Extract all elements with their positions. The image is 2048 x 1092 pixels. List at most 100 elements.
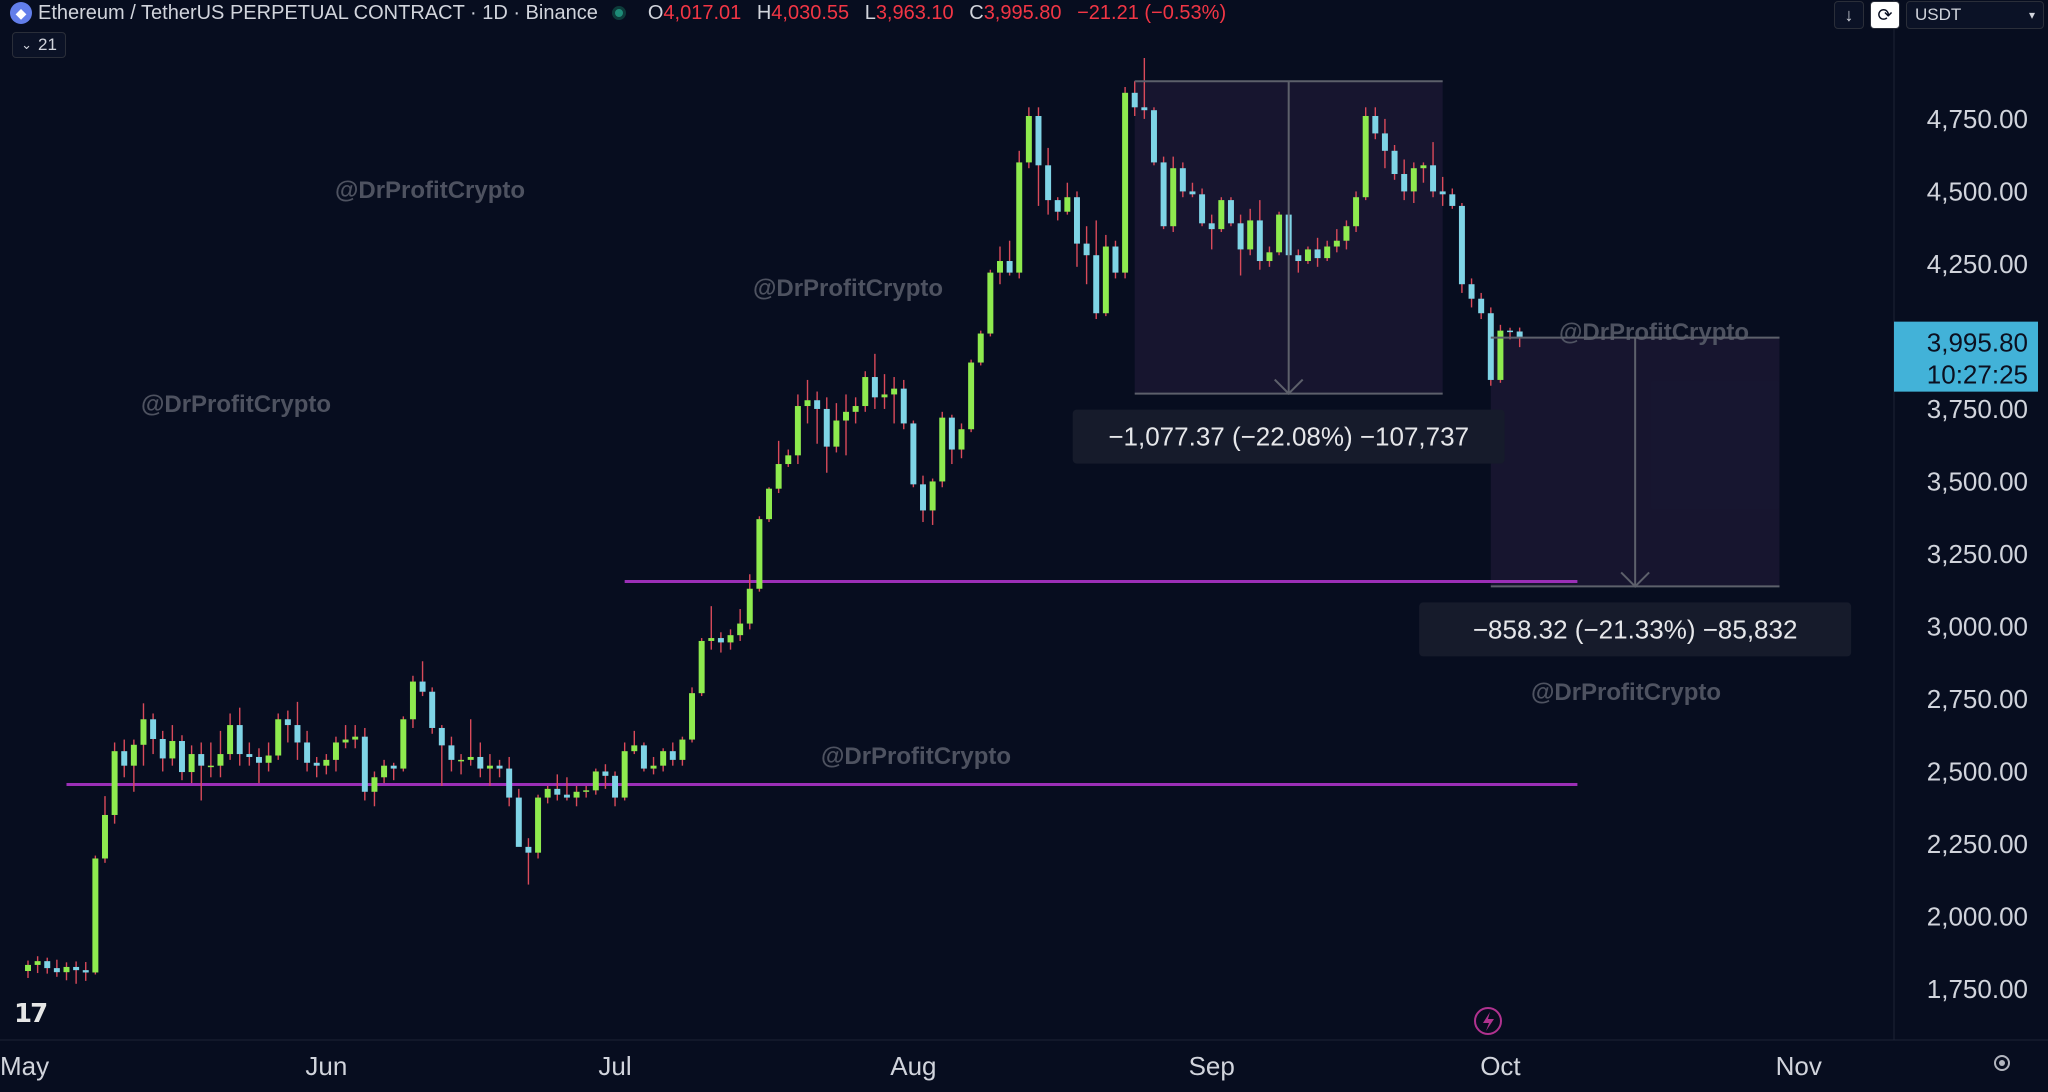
candle[interactable] (679, 736, 686, 766)
candle[interactable] (948, 414, 955, 465)
candle[interactable] (246, 742, 253, 766)
candle[interactable] (25, 960, 31, 978)
candle[interactable] (650, 756, 657, 775)
candle[interactable] (794, 394, 801, 465)
candle[interactable] (342, 725, 349, 749)
candle[interactable] (1122, 87, 1129, 279)
candle[interactable] (1150, 107, 1157, 166)
candle[interactable] (429, 687, 436, 734)
candle[interactable] (843, 394, 849, 456)
candle[interactable] (390, 762, 397, 781)
candle[interactable] (631, 730, 638, 755)
candle[interactable] (939, 411, 946, 488)
candle[interactable] (477, 742, 484, 778)
candle[interactable] (1016, 150, 1023, 279)
candle[interactable] (188, 745, 195, 784)
candle[interactable] (150, 713, 157, 755)
candle[interactable] (958, 423, 965, 459)
candle[interactable] (1458, 203, 1465, 293)
candle[interactable] (1006, 240, 1013, 276)
candle[interactable] (871, 353, 878, 409)
candle[interactable] (458, 754, 465, 775)
candle[interactable] (573, 785, 580, 807)
candle[interactable] (1276, 211, 1283, 256)
refresh-icon[interactable]: ⟳ (1870, 1, 1900, 29)
candle[interactable] (612, 771, 619, 807)
candle[interactable] (304, 730, 311, 772)
candle[interactable] (535, 794, 542, 859)
candle[interactable] (1073, 191, 1080, 267)
candle[interactable] (746, 574, 753, 630)
candle[interactable] (1045, 147, 1052, 215)
candle[interactable] (130, 739, 137, 792)
candle[interactable] (1401, 159, 1408, 201)
candle[interactable] (323, 754, 330, 775)
candle[interactable] (1353, 191, 1360, 233)
candle[interactable] (881, 374, 888, 409)
candle[interactable] (1449, 188, 1456, 209)
candle[interactable] (766, 487, 773, 523)
candle[interactable] (313, 756, 320, 778)
candle[interactable] (400, 716, 407, 772)
candle[interactable] (929, 478, 936, 525)
candle[interactable] (1083, 226, 1090, 285)
candle[interactable] (92, 855, 99, 975)
candle[interactable] (910, 420, 917, 488)
candle[interactable] (833, 403, 840, 453)
candle[interactable] (121, 739, 128, 778)
candle[interactable] (198, 742, 205, 801)
candle[interactable] (409, 675, 416, 728)
candle[interactable] (265, 742, 272, 772)
candle[interactable] (1420, 162, 1427, 183)
candle[interactable] (621, 742, 628, 801)
candle[interactable] (1314, 237, 1321, 267)
candle[interactable] (891, 377, 898, 424)
candle[interactable] (1362, 107, 1369, 201)
candle[interactable] (1381, 118, 1388, 169)
candle[interactable] (1256, 200, 1263, 270)
download-icon[interactable]: ↓ (1834, 1, 1864, 29)
candle[interactable] (361, 727, 368, 801)
candle[interactable] (1054, 197, 1061, 221)
candle[interactable] (660, 748, 667, 772)
candle[interactable] (1439, 176, 1446, 206)
candle[interactable] (53, 959, 60, 977)
candle[interactable] (284, 710, 291, 743)
candle[interactable] (814, 391, 821, 444)
candle[interactable] (640, 742, 647, 772)
candle[interactable] (1227, 197, 1234, 227)
symbol-title[interactable]: Ethereum / TetherUS PERPETUAL CONTRACT ·… (38, 1, 598, 24)
candle[interactable] (1304, 246, 1311, 264)
candle[interactable] (708, 606, 715, 650)
candle[interactable] (82, 962, 89, 981)
candle[interactable] (1237, 214, 1244, 276)
candle[interactable] (737, 609, 744, 641)
candle[interactable] (496, 759, 503, 778)
candle[interactable] (255, 748, 262, 784)
candle[interactable] (102, 796, 108, 863)
candle[interactable] (1266, 246, 1273, 267)
candle[interactable] (602, 764, 609, 789)
candle[interactable] (352, 725, 359, 749)
candle[interactable] (371, 771, 378, 807)
currency-select[interactable]: USDT ▾ (1906, 1, 2044, 29)
candle[interactable] (515, 788, 522, 847)
candle[interactable] (775, 440, 782, 494)
candle[interactable] (1064, 182, 1071, 215)
candle[interactable] (862, 371, 869, 412)
candle[interactable] (1391, 145, 1398, 180)
candle[interactable] (1189, 182, 1196, 198)
candle[interactable] (227, 713, 234, 760)
candle[interactable] (44, 957, 51, 974)
candle[interactable] (294, 701, 301, 760)
candle[interactable] (544, 785, 551, 804)
candle[interactable] (467, 719, 474, 766)
candle[interactable] (111, 742, 118, 824)
candle[interactable] (332, 736, 339, 772)
candle[interactable] (756, 516, 763, 592)
candle[interactable] (207, 742, 214, 778)
candle[interactable] (217, 730, 224, 778)
candle[interactable] (785, 449, 792, 467)
candle[interactable] (1247, 208, 1254, 256)
